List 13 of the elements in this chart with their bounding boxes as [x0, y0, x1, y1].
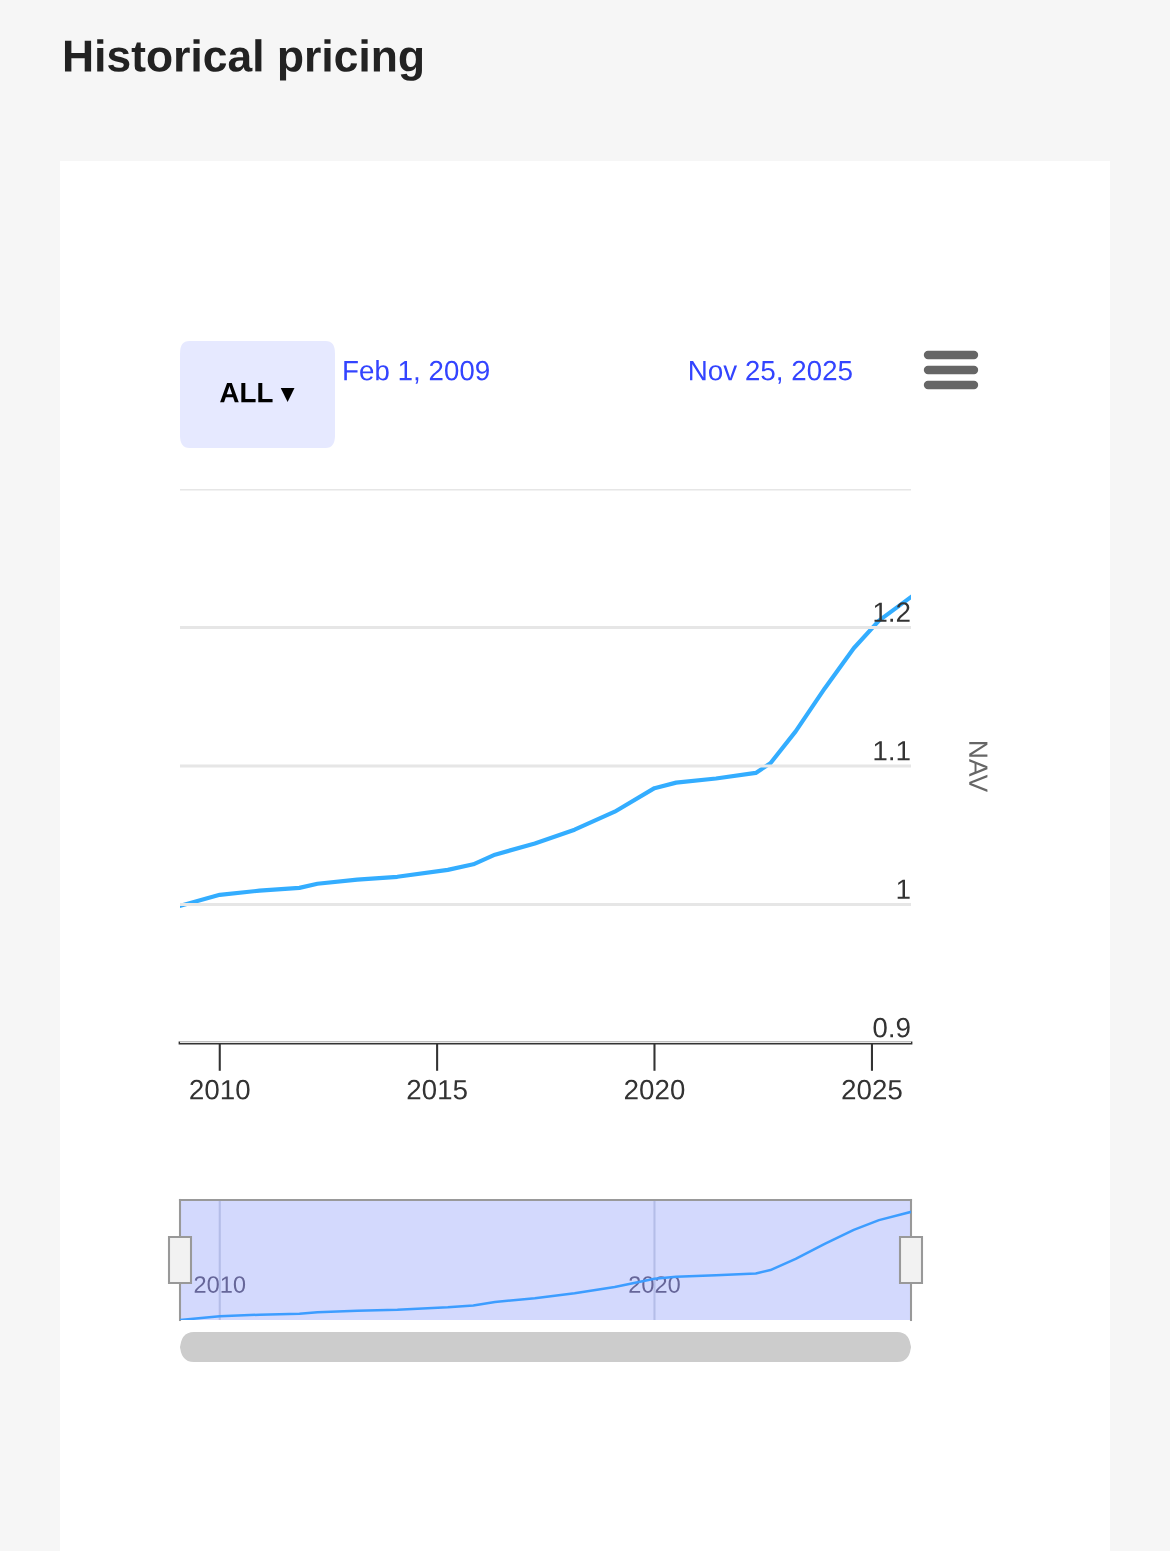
- y-tick-label: 1.1: [874, 741, 910, 761]
- y-tick-label: 0.9: [873, 1017, 910, 1038]
- x-tick-label: 2025: [842, 1079, 902, 1100]
- chart-title: Historical pricing: [64, 39, 423, 81]
- x-tick-label: 2010: [190, 1079, 250, 1100]
- y-axis-title: NAV: [969, 742, 988, 793]
- text: ALL ▾: [220, 383, 295, 403]
- y-tick-label: 1: [897, 879, 910, 899]
- x-tick-label: 2020: [624, 1079, 685, 1100]
- text: Nov 25, 2025: [690, 360, 852, 384]
- x-tick-label: 2010: [194, 1276, 246, 1293]
- text: Feb 1, 2009: [344, 360, 489, 384]
- x-tick-label: 2015: [407, 1079, 467, 1100]
